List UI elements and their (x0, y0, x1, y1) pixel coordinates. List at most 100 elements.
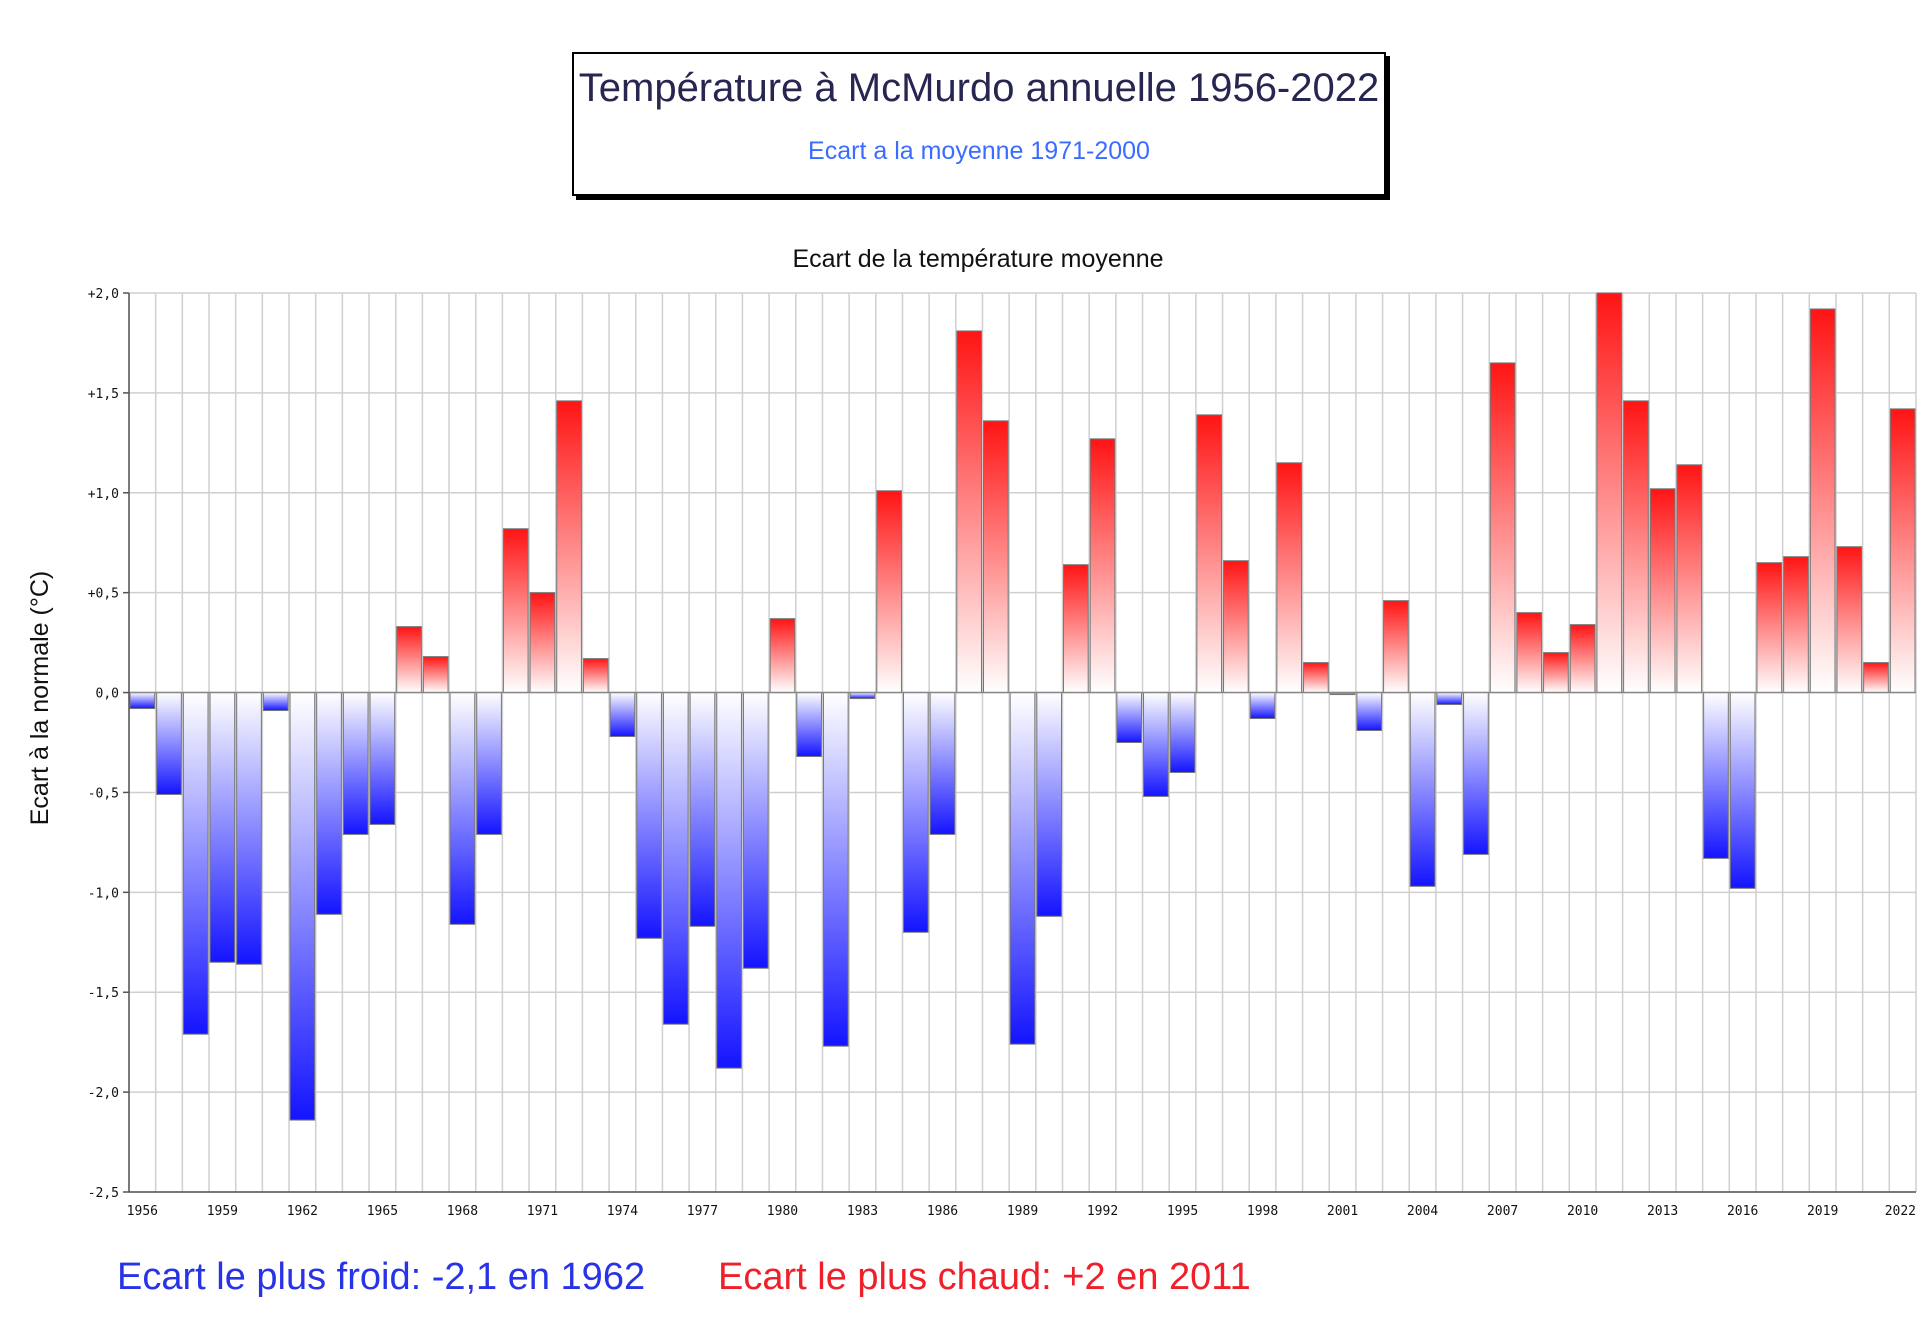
bar-1961 (262, 692, 289, 712)
x-tick-label: 2007 (1487, 1204, 1518, 1219)
bar-1958 (182, 692, 209, 1035)
bar-2005 (1436, 692, 1463, 706)
x-tick-label: 2016 (1727, 1204, 1758, 1219)
bar-2004 (1409, 692, 1436, 887)
bar-1968 (449, 692, 476, 925)
coldest-anomaly-note: Ecart le plus froid: -2,1 en 1962 (117, 1256, 646, 1298)
y-tick-label: +1,5 (88, 387, 119, 402)
bar-2022 (1889, 408, 1916, 694)
bar-2009 (1543, 652, 1569, 694)
bar-2020 (1836, 546, 1863, 694)
bar-1974 (609, 692, 636, 738)
y-axis-label: Ecart à la normale (°C) (26, 571, 54, 826)
x-tick-label: 1968 (447, 1204, 478, 1219)
bar-1999 (1276, 462, 1303, 694)
page-subtitle: Ecart a la moyenne 1971-2000 (808, 137, 1150, 165)
bar-1983 (849, 692, 876, 700)
bar-1963 (316, 692, 342, 915)
x-tick-label: 1971 (527, 1204, 558, 1219)
bar-1978 (716, 692, 742, 1069)
bar-1977 (689, 692, 716, 927)
x-tick-label: 2010 (1567, 1204, 1598, 1219)
y-tick-label: -2,0 (88, 1086, 119, 1101)
bar-1972 (556, 400, 582, 694)
bar-1962 (289, 692, 316, 1121)
bar-1998 (1249, 692, 1276, 720)
bar-2021 (1863, 662, 1889, 694)
bar-1970 (502, 528, 529, 694)
bar-1976 (662, 692, 689, 1025)
bar-1957 (156, 692, 182, 795)
bar-1996 (1196, 414, 1223, 694)
bar-2016 (1729, 692, 1756, 889)
y-tick-label: +2,0 (88, 287, 119, 302)
bar-2013 (1649, 488, 1676, 694)
y-tick-label: -1,5 (88, 986, 119, 1001)
bar-1991 (1063, 564, 1089, 694)
y-tick-label: -1,0 (88, 886, 119, 901)
page-title: Température à McMurdo annuelle 1956-2022 (578, 66, 1380, 110)
bar-1984 (876, 490, 902, 694)
bars (129, 292, 1916, 1121)
title-box: Température à McMurdo annuelle 1956-2022… (572, 52, 1386, 196)
bar-2012 (1623, 400, 1649, 694)
x-tick-label: 1959 (207, 1204, 238, 1219)
bar-2015 (1703, 692, 1729, 859)
x-tick-label: 1962 (287, 1204, 318, 1219)
bar-1979 (742, 692, 769, 969)
bar-2011 (1596, 292, 1623, 694)
x-tick-label: 1980 (767, 1204, 798, 1219)
bar-1967 (422, 656, 449, 694)
bar-1993 (1116, 692, 1143, 743)
y-tick-label: +0,5 (88, 587, 119, 602)
bar-1992 (1089, 438, 1116, 694)
bar-1985 (902, 692, 929, 933)
y-tick-label: 0,0 (96, 687, 119, 702)
bar-1971 (529, 592, 556, 694)
x-tick-label: 2013 (1647, 1204, 1678, 1219)
bar-1973 (582, 658, 609, 694)
axes: +2,0 +1,5 +1,0 +0,5 0,0 -0,5 -1,0 -1,5 -2,0 -2,5 1… (88, 287, 1916, 1219)
bar-2018 (1783, 556, 1809, 694)
bar-2017 (1756, 562, 1783, 694)
bar-2000 (1303, 662, 1329, 694)
y-tick-label: -2,5 (88, 1186, 119, 1201)
bar-1982 (822, 692, 849, 1047)
x-tick-label: 1956 (127, 1204, 158, 1219)
x-tick-label: 1989 (1007, 1204, 1038, 1219)
x-tick-label: 1977 (687, 1204, 718, 1219)
warmest-anomaly-note: Ecart le plus chaud: +2 en 2011 (718, 1256, 1251, 1298)
x-tick-label: 1974 (607, 1204, 638, 1219)
bar-2006 (1463, 692, 1489, 855)
x-tick-label: 1995 (1167, 1204, 1198, 1219)
x-tick-label: 2022 (1885, 1204, 1916, 1219)
bar-2002 (1356, 692, 1383, 732)
bar-1997 (1223, 560, 1249, 694)
temperature-anomaly-chart: +2,0 +1,5 +1,0 +0,5 0,0 -0,5 -1,0 -1,5 -2,0 -2,5 1… (26, 245, 1917, 1219)
bar-1989 (1009, 692, 1036, 1045)
x-tick-label: 1998 (1247, 1204, 1278, 1219)
bar-1966 (396, 626, 422, 694)
x-tick-label: 2004 (1407, 1204, 1438, 1219)
bar-1975 (636, 692, 662, 939)
bar-2003 (1383, 600, 1409, 694)
bar-2007 (1489, 362, 1516, 694)
bar-1987 (956, 330, 982, 694)
bar-1969 (476, 692, 502, 835)
bar-1964 (342, 692, 369, 835)
x-tick-label: 1983 (847, 1204, 878, 1219)
bar-1980 (769, 618, 796, 694)
bar-1956 (129, 692, 156, 710)
bar-2014 (1676, 464, 1703, 694)
x-tick-label: 1992 (1087, 1204, 1118, 1219)
x-tick-label: 2001 (1327, 1204, 1358, 1219)
bar-2008 (1516, 612, 1543, 694)
bar-1994 (1143, 692, 1169, 797)
bar-1995 (1169, 692, 1196, 773)
y-tick-label: +1,0 (88, 487, 119, 502)
chart-title: Ecart de la température moyenne (792, 245, 1163, 273)
bar-1990 (1036, 692, 1063, 917)
bar-1988 (982, 420, 1009, 694)
bar-2019 (1809, 308, 1836, 694)
y-tick-label: -0,5 (88, 786, 119, 801)
